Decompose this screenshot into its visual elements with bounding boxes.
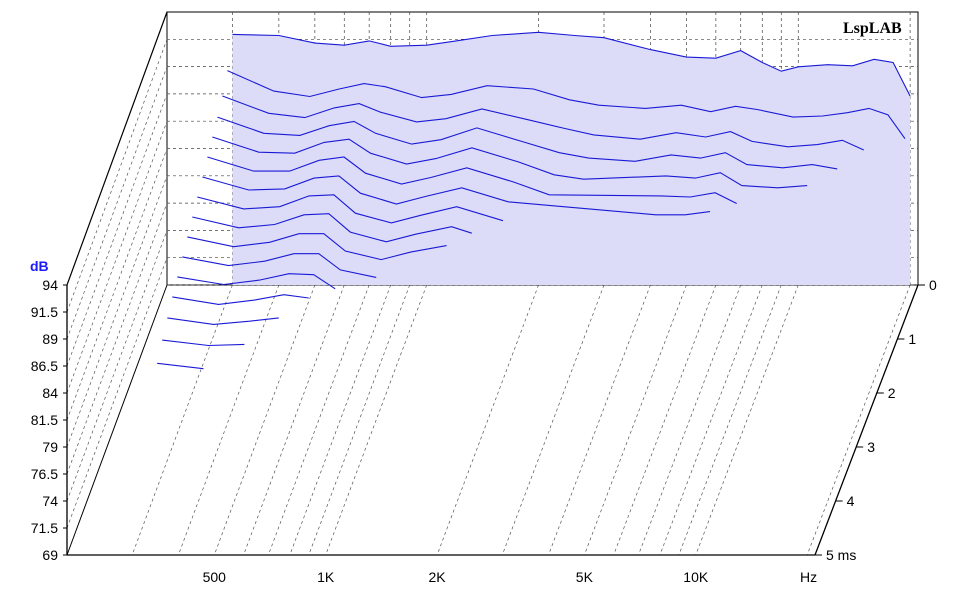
left-wall-gridline (66, 230, 168, 502)
y-tick-label: 94 (42, 277, 58, 293)
left-wall-gridline (66, 202, 168, 475)
z-tick-label: 0 (929, 277, 937, 293)
slice-curve (212, 136, 808, 189)
left-wall-gridline (66, 148, 168, 421)
floor-gridline (806, 284, 911, 556)
y-tick-label: 91.5 (31, 304, 58, 320)
floor-gridline (131, 284, 233, 556)
left-wall-gridline (66, 257, 168, 529)
floor-gridline (213, 284, 316, 556)
slice-curve (192, 213, 472, 243)
floor-gridline (613, 284, 717, 556)
x-axis-unit-label: Hz (800, 569, 817, 585)
y-tick-label: 84 (42, 385, 58, 401)
slice-curve (227, 70, 906, 140)
slice-curve (182, 253, 377, 278)
y-tick-label: 81.5 (31, 412, 58, 428)
logo-text: LspLAB (843, 20, 902, 37)
slice-curve (207, 156, 737, 204)
left-wall-gridline (66, 39, 168, 313)
floor-gridline (638, 284, 742, 556)
z-axis-tick-labels: 0 1 2 3 4 5 ms (815, 277, 937, 563)
x-tick-label: 5K (576, 569, 594, 585)
floor-gridline (548, 284, 651, 556)
z-tick-label: 1 (908, 331, 916, 347)
left-wall-gridline (66, 93, 168, 367)
y-axis-unit-label: dB (30, 258, 49, 274)
slice-curve (167, 317, 279, 325)
slice-curve (187, 233, 447, 261)
x-tick-label: 10K (683, 569, 709, 585)
x-tick-label: 500 (203, 569, 227, 585)
floor-gridline (268, 284, 370, 556)
x-tick-label: 1K (317, 569, 335, 585)
slice-curve (172, 294, 309, 305)
floor-gridline (178, 284, 280, 556)
y-axis-tick-labels: 94 91.5 89 86.5 84 81.5 79 76.5 74 71.5 69 (31, 277, 67, 563)
floor-gridline (695, 284, 799, 556)
y-tick-label: 74 (42, 493, 58, 509)
floor-grid (131, 284, 911, 556)
slice-curve (197, 194, 504, 224)
z-tick-label: 4 (847, 493, 855, 509)
floor-gridline (289, 284, 392, 556)
y-tick-label: 69 (42, 547, 58, 563)
x-axis-tick-labels: 500 1K 2K 5K 10K (203, 569, 709, 585)
z-tick-label: 5 ms (826, 547, 856, 563)
slice-curve (177, 273, 336, 290)
y-tick-label: 76.5 (31, 466, 58, 482)
y-tick-label: 79 (42, 439, 58, 455)
left-wall-gridline (66, 66, 168, 340)
y-tick-label: 71.5 (31, 520, 58, 536)
slice-curve (232, 31, 911, 97)
floor-gridline (678, 284, 782, 556)
left-wall-top-edge (66, 11, 168, 286)
slice-curves (157, 31, 911, 487)
z-axis-line (814, 284, 919, 556)
y-tick-label: 89 (42, 331, 58, 347)
left-wall-gridline (66, 175, 168, 448)
floor-gridline (308, 284, 411, 556)
slice-curve (162, 339, 245, 347)
floor-gridline (325, 284, 428, 556)
left-wall-gridline (66, 121, 168, 394)
y-tick-label: 86.5 (31, 358, 58, 374)
floor-gridline (659, 284, 763, 556)
floor-gridline (501, 284, 605, 556)
slice-curve (157, 362, 204, 370)
z-tick-label: 3 (867, 439, 875, 455)
floor-left-edge (66, 284, 168, 556)
floor-gridline (243, 284, 345, 556)
slice-curve (202, 175, 711, 216)
floor-gridline (436, 284, 539, 556)
x-tick-label: 2K (429, 569, 447, 585)
slice-curve (222, 95, 865, 151)
floor-gridline (584, 284, 687, 556)
z-tick-label: 2 (888, 385, 896, 401)
slice-fill (232, 32, 911, 285)
slice-curve (217, 116, 838, 170)
slice-fill (157, 363, 203, 487)
